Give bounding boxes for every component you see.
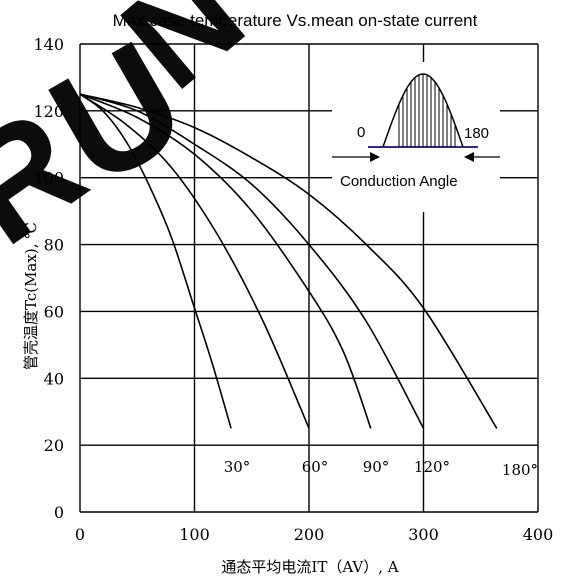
x-tick-label: 200 — [294, 525, 325, 544]
inset-arrow-right-head — [464, 152, 474, 162]
x-tick-labels: 0 100 200 300 400 — [75, 525, 553, 544]
y-tick-label: 40 — [44, 369, 64, 388]
y-tick-label: 20 — [44, 436, 64, 455]
curves — [79, 93, 498, 429]
x-axis-title: 通态平均电流IT（AV）, A — [221, 558, 398, 576]
y-tick-label: 60 — [44, 302, 64, 321]
y-tick-label: 100 — [33, 169, 64, 188]
y-tick-label: 80 — [44, 236, 64, 255]
y-tick-labels: 0 20 40 60 80 100 120 140 — [33, 35, 64, 522]
conduction-angle-inset — [332, 62, 500, 212]
x-tick-label: 100 — [179, 525, 210, 544]
curve-label: 60° — [302, 458, 329, 476]
curve-120deg — [79, 93, 425, 429]
y-axis-title: 管壳温度Tc(Max), ℃ — [22, 222, 40, 370]
y-tick-label: 120 — [33, 102, 64, 121]
inset-background — [332, 62, 500, 212]
inset-arrow-left-head — [370, 152, 380, 162]
curve-label: 30° — [224, 458, 251, 476]
chart-title: Max.case temperature Vs.mean on-state cu… — [113, 11, 478, 30]
inset-label-zero: 0 — [357, 124, 365, 141]
curve-180deg — [79, 93, 498, 429]
curve-60deg — [79, 93, 310, 429]
grid — [79, 43, 539, 513]
curve-label: 120° — [414, 458, 450, 476]
curve-labels: 30° 60° 90° 120° 180° — [224, 458, 538, 479]
curve-label: 180° — [502, 461, 538, 479]
y-tick-label: 140 — [33, 35, 64, 54]
curve-30deg — [79, 93, 232, 429]
curve-label: 90° — [363, 458, 390, 476]
x-tick-label: 300 — [408, 525, 439, 544]
y-tick-label: 0 — [54, 503, 64, 522]
inset-caption: Conduction Angle — [340, 173, 458, 190]
x-tick-label: 0 — [75, 525, 85, 544]
inset-label-180: 180 — [464, 125, 489, 142]
curve-90deg — [79, 93, 372, 429]
x-tick-label: 400 — [523, 525, 554, 544]
